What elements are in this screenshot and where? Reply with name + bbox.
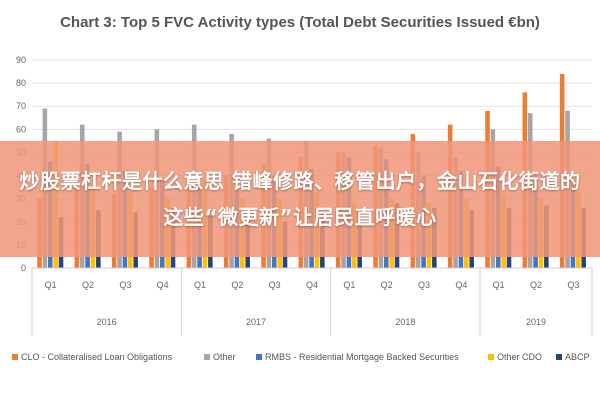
x-tick-label: Q1 bbox=[194, 280, 206, 290]
legend-entry: ABCP bbox=[565, 352, 590, 362]
x-axis: Q1 Q2 Q3 Q4 Q1 Q2 Q3 Q4 Q1 Q2 Q3 Q4 Q1 Q2 Q3 2016 2017 20… bbox=[31, 267, 593, 336]
legend-swatch bbox=[488, 354, 494, 360]
y-tick-label: 90 bbox=[16, 55, 26, 65]
legend-swatch bbox=[256, 354, 262, 360]
x-tick-label: Q3 bbox=[119, 280, 131, 290]
year-label: 2019 bbox=[526, 317, 546, 327]
overlay-banner: 炒股票杠杆是什么意思 错峰修路、移管出户，金山石化街道的这些“微更新”让居民直呼… bbox=[0, 141, 600, 257]
x-tick-label: Q2 bbox=[530, 280, 542, 290]
x-tick-label: Q4 bbox=[455, 280, 467, 290]
x-tick-label: Q2 bbox=[231, 280, 243, 290]
legend: CLO - Collateralised Loan Obligations Oth… bbox=[12, 352, 590, 362]
legend-swatch bbox=[12, 354, 18, 360]
x-tick-label: Q3 bbox=[269, 280, 281, 290]
y-tick-label: 80 bbox=[16, 78, 26, 88]
x-tick-label: Q1 bbox=[343, 280, 355, 290]
x-tick-label: Q2 bbox=[381, 280, 393, 290]
x-tick-label: Q4 bbox=[157, 280, 169, 290]
y-tick-label: 70 bbox=[16, 101, 26, 111]
legend-entry: RMBS - Residential Mortgage Backed Secur… bbox=[265, 352, 459, 362]
x-tick-label: Q1 bbox=[493, 280, 505, 290]
chart-title: Chart 3: Top 5 FVC Activity types (Total… bbox=[60, 14, 540, 31]
legend-entry: Other CDO bbox=[497, 352, 542, 362]
x-tick-label: Q3 bbox=[418, 280, 430, 290]
legend-swatch bbox=[556, 354, 562, 360]
y-tick-label: 60 bbox=[16, 124, 26, 134]
y-tick-label: 0 bbox=[21, 263, 26, 273]
year-label: 2017 bbox=[246, 317, 266, 327]
x-tick-label: Q2 bbox=[82, 280, 94, 290]
x-tick-label: Q4 bbox=[306, 280, 318, 290]
x-tick-label: Q3 bbox=[567, 280, 579, 290]
year-label: 2016 bbox=[97, 317, 117, 327]
x-tick-label: Q1 bbox=[45, 280, 57, 290]
overlay-banner-text: 炒股票杠杆是什么意思 错峰修路、移管出户，金山石化街道的这些“微更新”让居民直呼… bbox=[19, 169, 581, 229]
legend-entry: Other bbox=[213, 352, 236, 362]
year-label: 2018 bbox=[395, 317, 415, 327]
legend-entry: CLO - Collateralised Loan Obligations bbox=[21, 352, 173, 362]
legend-swatch bbox=[204, 354, 210, 360]
